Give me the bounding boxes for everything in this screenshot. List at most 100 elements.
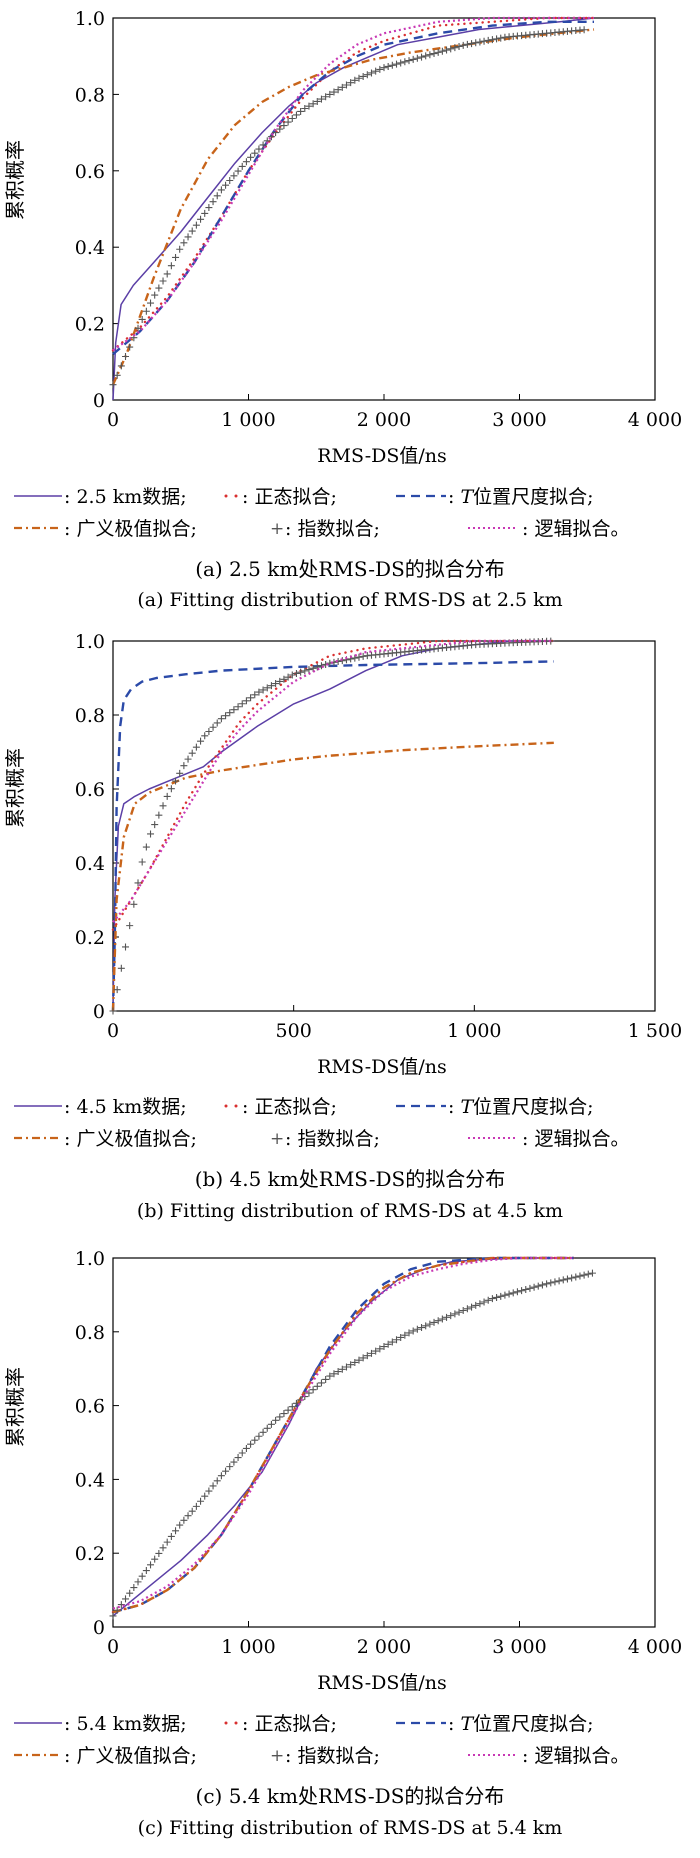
exp-point [263,684,271,692]
x-tick-label: 4 000 [628,409,682,431]
legend-label-exp: : 指数拟合; [285,518,380,540]
exp-point [509,1289,517,1297]
exp-point [367,69,375,77]
exp-point [568,1274,576,1282]
exp-point [372,67,380,75]
exp-point [151,821,159,829]
exp-point [122,353,130,361]
exp-point [134,1578,142,1586]
exp-point [184,755,192,763]
exp-point [359,652,367,660]
exp-point [230,172,238,180]
exp-point [288,114,296,122]
exp-point [117,964,125,972]
chart-svg-c: 0 0.2 0.4 0.6 0.8 1.0 0 1 000 2 000 3 000 4 000 累积… [3,1248,682,1839]
exp-point [455,43,463,51]
exp-point [355,74,363,82]
exp-point [267,682,275,690]
legend-label-normal: : 正态拟合; [242,1713,337,1735]
exp-point [330,88,338,96]
exp-point [305,102,313,110]
exp-point [259,686,267,694]
exp-point [126,343,134,351]
exp-point [288,1403,296,1411]
exp-point [513,1288,521,1296]
exp-point [405,57,413,65]
exp-point [526,1284,534,1292]
exp-point [176,1521,184,1529]
x-tick-label: 2 000 [357,409,411,431]
plot-frame [112,1257,656,1628]
exp-point [134,324,142,332]
exp-point [347,1361,355,1369]
y-tick-label: 0.2 [75,314,105,336]
exp-point [443,1313,451,1321]
exp-point [434,1317,442,1325]
y-tick-label: 0.6 [75,779,105,801]
exp-point [172,253,180,261]
series-exp-markers [109,637,555,1015]
exp-point [538,1281,546,1289]
exp-point [322,93,330,101]
exp-point [409,55,417,63]
exp-point [418,1324,426,1332]
caption-en: (b) Fitting distribution of RMS-DS at 4.… [137,1200,563,1222]
legend-label-normal: : 正态拟合; [242,1096,337,1118]
exp-point [355,1356,363,1364]
y-axis-label: 累积概率 [3,1367,27,1447]
legend-label-normal: : 正态拟合; [242,486,337,508]
x-tick-label: 1 000 [221,1636,275,1658]
exp-point [267,1420,275,1428]
exp-point [572,1273,580,1281]
exp-point [222,712,230,720]
exp-point [155,811,163,819]
exp-point [468,1303,476,1311]
exp-point [226,176,234,184]
exp-point [584,1270,592,1278]
caption-cn: (c) 5.4 km处RMS-DS的拟合分布 [196,1784,505,1808]
exp-point [184,1512,192,1520]
y-axis-label: 累积概率 [3,140,27,220]
exp-point [276,125,284,133]
legend-label-gev: : 广义极值拟合; [64,518,197,540]
y-tick-label: 0.8 [75,84,105,106]
legend-label-gev: : 广义极值拟合; [64,1128,197,1150]
x-tick-label: 1 000 [447,1020,501,1042]
legend-label-data: : 2.5 km数据; [64,486,187,508]
series-t-line [111,660,554,1012]
exp-point [309,100,317,108]
exp-point [359,72,367,80]
exp-point [217,1472,225,1480]
exp-point [292,669,300,677]
exp-point [155,1549,163,1557]
exp-point [292,111,300,119]
exp-point [180,1516,188,1524]
exp-point [197,215,205,223]
y-tick-label: 1.0 [75,8,105,30]
chart-panel-a: 0 0.2 0.4 0.6 0.8 1.0 0 1 000 2 000 3 000 4 000 累积… [0,0,700,618]
exp-point [347,79,355,87]
exp-point [180,762,188,770]
chart-panel-b: 0 0.2 0.4 0.6 0.8 1.0 0 500 1 000 1 500 累积概率 RMS-… [0,620,700,1235]
exp-point [317,95,325,103]
chart-panel-c: 0 0.2 0.4 0.6 0.8 1.0 0 1 000 2 000 3 000 4 000 累积… [0,1237,700,1854]
exp-point [418,53,426,61]
exp-point [413,54,421,62]
exp-point [434,48,442,56]
exp-point [363,71,371,79]
exp-point [255,1432,263,1440]
exp-point [151,1555,159,1563]
exp-point [438,1315,446,1323]
exp-point [272,1416,280,1424]
exp-point [447,45,455,53]
exp-point [443,46,451,54]
exp-point [130,900,138,908]
y-tick-label: 0.4 [75,853,105,875]
y-tick-label: 0.6 [75,161,105,183]
exp-point [397,1333,405,1341]
exp-point [459,41,467,49]
exp-point [472,1301,480,1309]
exp-point [280,675,288,683]
exp-point [284,118,292,126]
exp-point [138,1572,146,1580]
